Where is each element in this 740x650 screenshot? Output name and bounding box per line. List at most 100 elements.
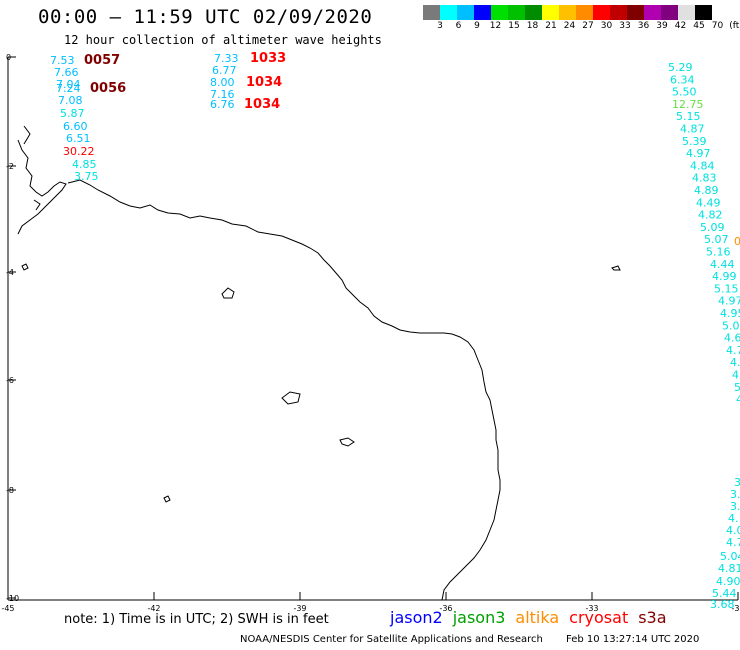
swh-value: 5.0 — [722, 319, 740, 332]
island-2 — [281, 391, 301, 405]
colorbar-label-2: 9 — [474, 21, 480, 31]
swh-value: 4.95 — [720, 307, 740, 320]
axis-ticks: -45 -42 -39 -36 -33 -30 0 -2 -4 -6 -8 -10 — [1, 53, 740, 613]
satellite-legend: jason2 jason3 altika cryosat s3a — [390, 608, 677, 627]
colorbar-swatch-8 — [559, 5, 576, 20]
page-subtitle: 12 hour collection of altimeter wave hei… — [64, 33, 382, 47]
colorbar-swatch-6 — [525, 5, 542, 20]
swh-value: 5.09 — [700, 221, 725, 234]
x-tick-label: -45 — [1, 604, 14, 613]
colorbar-swatch-3 — [474, 5, 491, 20]
swh-value: 4.6 — [724, 332, 740, 345]
legend-altika: altika — [515, 608, 560, 627]
colorbar-swatch-4 — [491, 5, 508, 20]
colorbar-swatch-1 — [440, 5, 457, 20]
swh-value: 6.60 — [63, 120, 88, 133]
pass-time: 1034 — [244, 97, 280, 112]
swh-value: 6.51 — [66, 132, 91, 145]
swh-value: 3 — [734, 476, 740, 489]
x-tick-label: -42 — [147, 604, 160, 613]
swh-value: 4.44 — [710, 258, 735, 271]
swh-value: 4.89 — [694, 184, 719, 197]
colorbar-label-5: 18 — [526, 21, 539, 31]
swh-value: 5.16 — [706, 246, 731, 259]
swh-value: 3. — [730, 488, 740, 501]
swh-value: 4.85 — [72, 158, 97, 171]
legend-jason2: jason2 — [390, 608, 443, 627]
swh-value: 4.84 — [690, 159, 715, 172]
swh-value: 6.34 — [670, 73, 695, 86]
colorbar-label-13: 42 — [674, 21, 687, 31]
y-tick-label: -6 — [6, 376, 14, 385]
swh-value: 5.87 — [60, 107, 85, 120]
swh-value: 7.53 — [50, 54, 75, 67]
colorbar-label-8: 27 — [582, 21, 594, 31]
colorbar-swatch-9 — [576, 5, 593, 20]
colorbar-swatch-11 — [610, 5, 627, 20]
colorbar-label-3: 12 — [489, 21, 502, 31]
credit-text: NOAA/NESDIS Center for Satellite Applica… — [240, 634, 543, 645]
swh-value: 6.77 — [212, 64, 237, 77]
swh-value: 4.7 — [726, 344, 740, 357]
swh-value: 4. — [728, 512, 739, 525]
coastline — [17, 125, 621, 601]
swh-value: 5. — [734, 381, 740, 394]
colorbar-swatch-12 — [627, 5, 644, 20]
swh-value: 4.83 — [692, 172, 717, 185]
pass-time: 1033 — [250, 51, 286, 66]
colorbar-label-15: 70 — [711, 21, 724, 31]
swh-value: 5.04 — [720, 550, 740, 563]
island-5 — [21, 263, 29, 271]
swh-value: 7.04 — [56, 78, 81, 91]
colorbar-label-11: 36 — [637, 21, 650, 31]
swh-value: 4.82 — [698, 209, 723, 222]
timestamp: Feb 10 13:27:14 UTC 2020 — [566, 634, 700, 645]
coastline-main — [67, 179, 501, 601]
x-tick-label: -36 — [439, 604, 452, 613]
island-4 — [163, 495, 171, 503]
colorbar-label-7: 24 — [563, 21, 576, 31]
swh-value: 4.49 — [696, 196, 721, 209]
altimeter-observations: 7.537.667.047.247.085.876.606.5130.224.8… — [50, 51, 740, 611]
colorbar — [423, 5, 712, 20]
island-3 — [339, 437, 355, 447]
swh-value: 4.7 — [726, 536, 740, 549]
swh-value: 5.39 — [682, 135, 707, 148]
island-1 — [221, 287, 235, 299]
swh-value: 0 — [734, 235, 740, 248]
swh-value: 5.44 — [712, 587, 737, 600]
y-tick-label: 0 — [6, 53, 11, 62]
colorbar-swatch-14 — [661, 5, 678, 20]
swh-value: 30.22 — [63, 145, 95, 158]
colorbar-label-16: (ft) — [729, 21, 740, 31]
swh-value: 3.75 — [74, 170, 99, 183]
swh-value: 4.97 — [718, 295, 740, 308]
legend-s3a: s3a — [638, 608, 667, 627]
swh-value: 5.07 — [704, 233, 729, 246]
colorbar-swatch-10 — [593, 5, 610, 20]
swh-value: 5.50 — [672, 86, 697, 99]
swh-value: 4.90 — [716, 575, 740, 588]
swh-value: 4. — [732, 369, 740, 382]
y-tick-label: -2 — [6, 162, 14, 171]
colorbar-label-1: 6 — [455, 21, 462, 31]
colorbar-label-14: 45 — [693, 21, 705, 31]
x-tick-label: -30 — [731, 604, 740, 613]
colorbar-label-6: 21 — [545, 21, 557, 31]
colorbar-label-0: 3 — [437, 21, 443, 31]
page-title: 00:00 – 11:59 UTC 02/09/2020 — [38, 6, 373, 28]
pass-time: 1034 — [246, 75, 282, 90]
swh-value: 4. — [730, 356, 740, 369]
swh-value: 8.00 — [210, 76, 235, 89]
colorbar-swatch-13 — [644, 5, 661, 20]
legend-cryosat: cryosat — [569, 608, 629, 627]
swh-value: 5.29 — [668, 61, 693, 74]
map-frame — [7, 57, 738, 601]
swh-value: 7.33 — [214, 52, 239, 65]
swh-value: 4 — [736, 393, 740, 406]
colorbar-swatch-16 — [695, 5, 712, 20]
note-text: note: 1) Time is in UTC; 2) SWH is in fe… — [64, 612, 329, 627]
swh-value: 3. — [730, 500, 740, 513]
colorbar-label-4: 15 — [508, 21, 520, 31]
swh-value: 7.08 — [58, 94, 83, 107]
